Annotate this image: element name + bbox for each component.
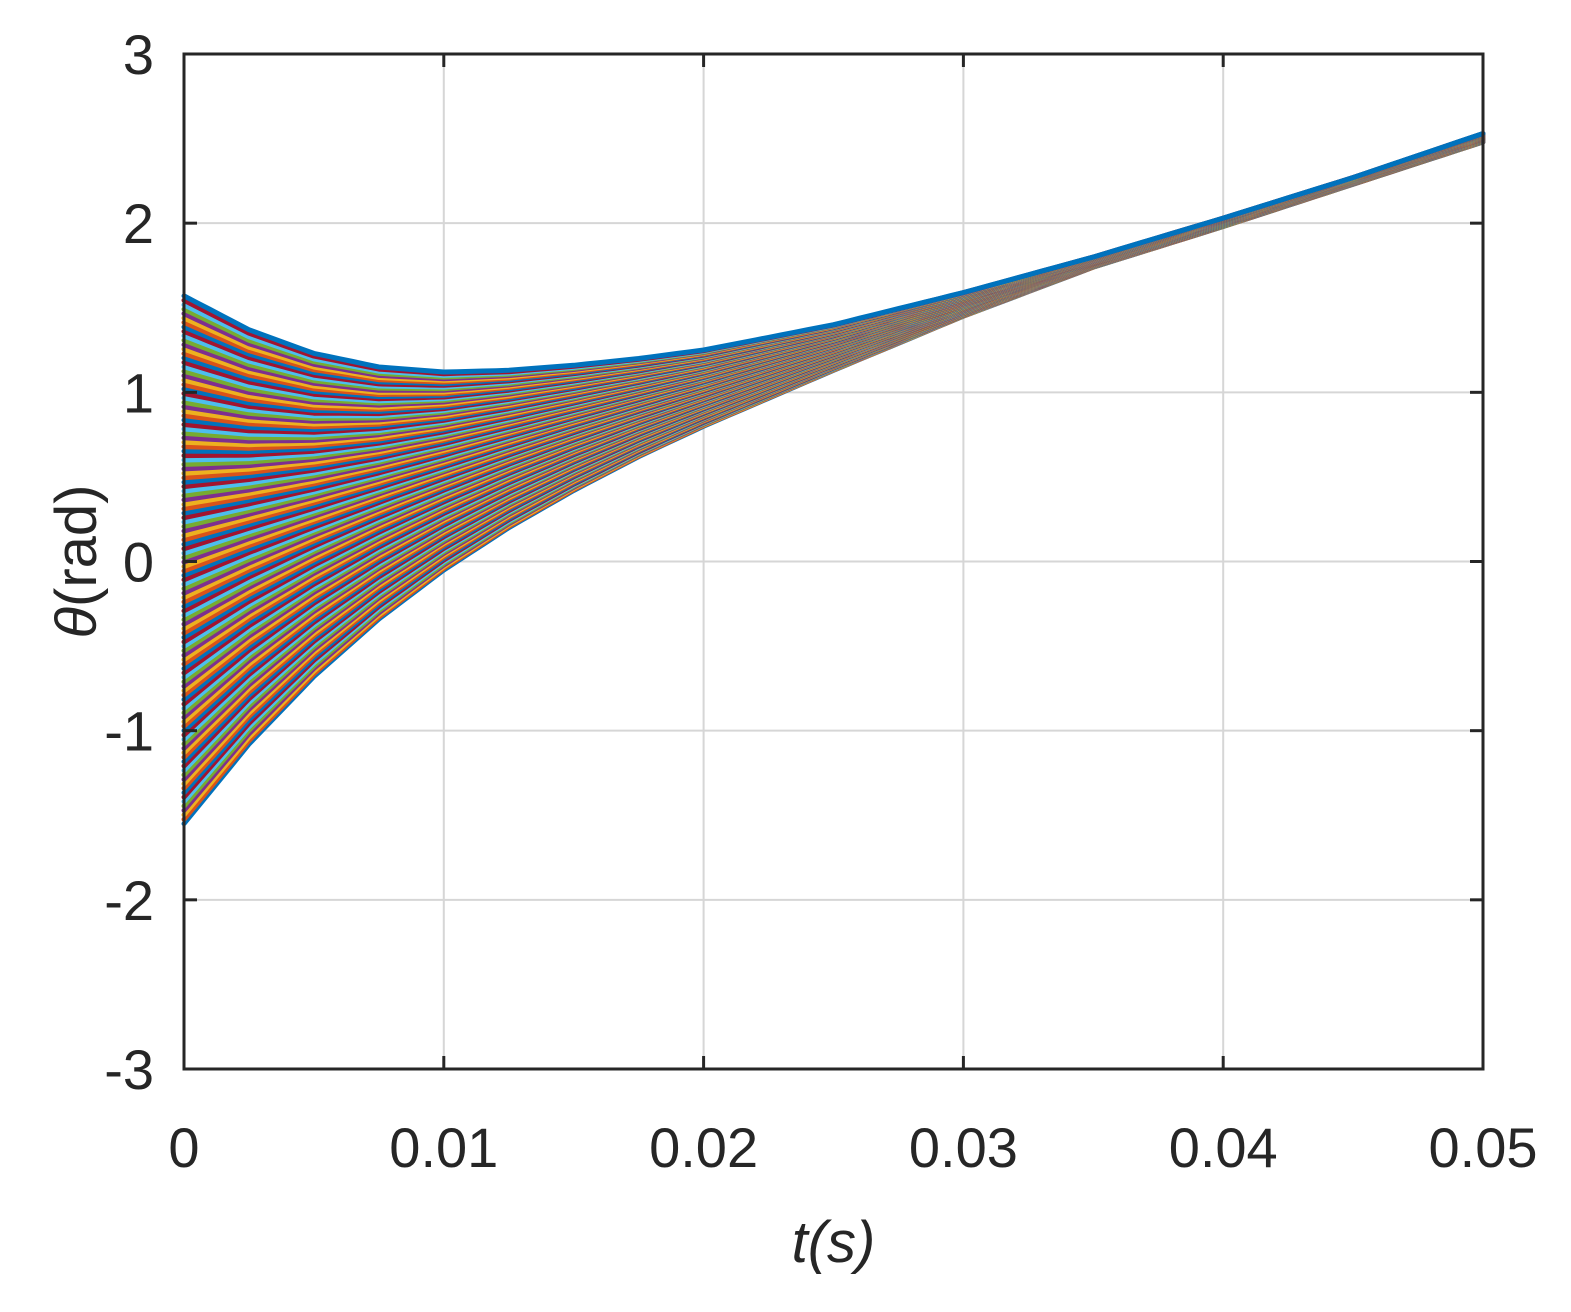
y-tick-labels: -3 -2 -1 0 1 2 3 bbox=[104, 23, 154, 1101]
x-tick-label: 0.04 bbox=[1169, 1116, 1278, 1179]
tick-marks bbox=[182, 52, 1485, 1071]
y-tick-label: 1 bbox=[123, 361, 154, 424]
x-tick-label: 0.01 bbox=[389, 1116, 498, 1179]
y-tick-label: 0 bbox=[123, 531, 154, 594]
y-axis-label: θ(rad) bbox=[44, 485, 109, 639]
series-line bbox=[181, 131, 1486, 375]
series-curves bbox=[181, 131, 1486, 827]
y-tick-label: -1 bbox=[104, 700, 154, 763]
x-tick-label: 0.02 bbox=[649, 1116, 758, 1179]
y-tick-label: 3 bbox=[123, 23, 154, 86]
y-tick-label: -3 bbox=[104, 1038, 154, 1101]
x-tick-label: 0.03 bbox=[909, 1116, 1018, 1179]
y-tick-label: -2 bbox=[104, 869, 154, 932]
y-axis-label-symbol: θ bbox=[44, 607, 109, 638]
x-tick-label: 0.05 bbox=[1429, 1116, 1538, 1179]
x-tick-label: 0 bbox=[168, 1116, 199, 1179]
x-tick-labels: 0 0.01 0.02 0.03 0.04 0.05 bbox=[168, 1116, 1537, 1179]
y-tick-label: 2 bbox=[123, 192, 154, 255]
x-axis-label: t(s) bbox=[792, 1210, 876, 1275]
y-axis-label-unit: (rad) bbox=[44, 485, 109, 607]
